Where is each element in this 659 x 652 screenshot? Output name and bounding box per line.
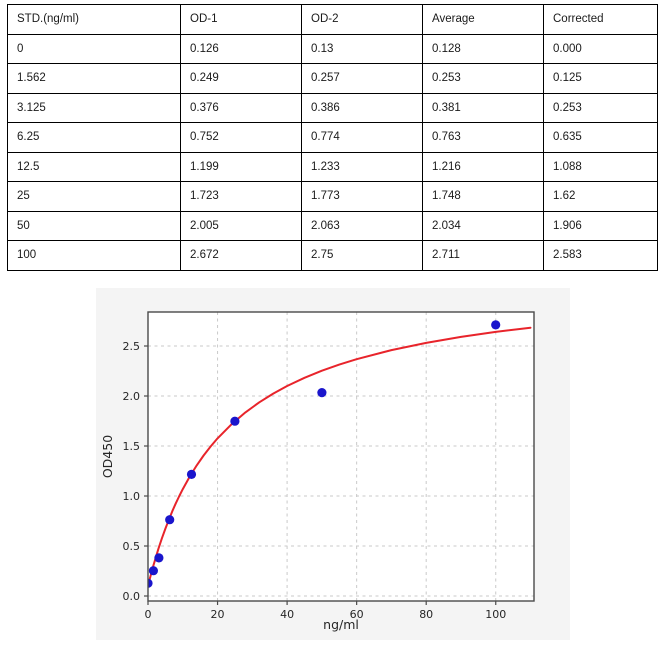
table-cell: 0.763 xyxy=(422,122,544,153)
y-tick-label: 1.0 xyxy=(123,490,141,503)
y-tick-label: 0.5 xyxy=(123,540,141,553)
data-point xyxy=(148,578,153,588)
column-header: OD-1 xyxy=(180,4,302,35)
data-point xyxy=(317,388,327,398)
table-cell: 2.034 xyxy=(422,210,544,241)
table-cell: 2.672 xyxy=(180,240,302,271)
table-cell: 1.216 xyxy=(422,151,544,182)
x-tick-label: 0 xyxy=(145,608,152,621)
table-row: 6.25 0.752 0.774 0.763 0.635 xyxy=(7,122,658,153)
plot-frame xyxy=(147,311,535,602)
table-cell: 0.128 xyxy=(422,33,544,64)
column-header: OD-2 xyxy=(301,4,423,35)
table-cell: 1.62 xyxy=(543,181,658,212)
column-header: Corrected xyxy=(543,4,658,35)
table-cell: 0.000 xyxy=(543,33,658,64)
standard-curve-chart: 0 20 40 60 80 100 0.0 0.5 1.0 1.5 2.0 2.5 ng/ml OD4… xyxy=(96,288,570,640)
table-cell: 2.711 xyxy=(422,240,544,271)
table-cell: 0.257 xyxy=(301,63,423,94)
data-point xyxy=(154,553,164,563)
table-row: 3.125 0.376 0.386 0.381 0.253 xyxy=(7,92,658,123)
table-cell: 0.13 xyxy=(301,33,423,64)
y-axis-label: OD450 xyxy=(100,435,115,478)
table-cell: 0.774 xyxy=(301,122,423,153)
x-tick-label: 20 xyxy=(211,608,225,621)
table-cell: 0.253 xyxy=(543,92,658,123)
table-cell: 0.125 xyxy=(543,63,658,94)
table-cell: 6.25 xyxy=(7,122,181,153)
table-cell: 1.562 xyxy=(7,63,181,94)
table-cell: 0.253 xyxy=(422,63,544,94)
y-tick-label: 2.5 xyxy=(123,340,141,353)
table-cell: 1.723 xyxy=(180,181,302,212)
table-cell: 0.126 xyxy=(180,33,302,64)
x-tick-label: 40 xyxy=(280,608,294,621)
column-header: Average xyxy=(422,4,544,35)
table-cell: 2.063 xyxy=(301,210,423,241)
table-row: 50 2.005 2.063 2.034 1.906 xyxy=(7,210,658,241)
table-cell: 0.376 xyxy=(180,92,302,123)
data-point xyxy=(491,320,501,330)
table-cell: 0.635 xyxy=(543,122,658,153)
figure-panel: 0 20 40 60 80 100 0.0 0.5 1.0 1.5 2.0 2.5 ng/ml OD4… xyxy=(96,288,570,640)
x-tick-label: 80 xyxy=(419,608,433,621)
table-row: 1.562 0.249 0.257 0.253 0.125 xyxy=(7,63,658,94)
y-tick-label: 1.5 xyxy=(123,440,141,453)
x-axis-label: ng/ml xyxy=(323,617,359,632)
table-cell: 1.748 xyxy=(422,181,544,212)
table-cell: 3.125 xyxy=(7,92,181,123)
table-cell: 50 xyxy=(7,210,181,241)
table-cell: 100 xyxy=(7,240,181,271)
data-point xyxy=(186,469,197,479)
table-cell: 2.583 xyxy=(543,240,658,271)
standards-table: STD.(ng/ml) OD-1 OD-2 Average Corrected 0 0.1… xyxy=(7,4,658,271)
table-cell: 1.906 xyxy=(543,210,658,241)
table-row: 12.5 1.199 1.233 1.216 1.088 xyxy=(7,151,658,182)
x-tick-label: 60 xyxy=(350,608,364,621)
table-cell: 1.233 xyxy=(301,151,423,182)
data-point xyxy=(230,416,240,426)
table-cell: 0.386 xyxy=(301,92,423,123)
fit-curve xyxy=(148,326,532,587)
table-cell: 2.75 xyxy=(301,240,423,271)
y-tick-label: 0.0 xyxy=(123,590,141,603)
table-cell: 0 xyxy=(7,33,181,64)
y-tick-label: 2.0 xyxy=(123,390,141,403)
table-cell: 25 xyxy=(7,181,181,212)
table-cell: 0.249 xyxy=(180,63,302,94)
table-cell: 0.381 xyxy=(422,92,544,123)
table-cell: 0.752 xyxy=(180,122,302,153)
data-point xyxy=(148,566,158,576)
data-layer xyxy=(148,320,532,588)
table-row: 0 0.126 0.13 0.128 0.000 xyxy=(7,33,658,64)
table-cell: 1.773 xyxy=(301,181,423,212)
table-cell: 1.088 xyxy=(543,151,658,182)
table-cell: 1.199 xyxy=(180,151,302,182)
table-row: 100 2.672 2.75 2.711 2.583 xyxy=(7,240,658,271)
table-cell: 2.005 xyxy=(180,210,302,241)
data-point xyxy=(165,515,175,525)
table-header-row: STD.(ng/ml) OD-1 OD-2 Average Corrected xyxy=(7,4,658,35)
plot-background xyxy=(148,312,534,601)
table-cell: 12.5 xyxy=(7,151,181,182)
table-row: 25 1.723 1.773 1.748 1.62 xyxy=(7,181,658,212)
x-tick-label: 100 xyxy=(485,608,506,621)
column-header: STD.(ng/ml) xyxy=(7,4,181,35)
